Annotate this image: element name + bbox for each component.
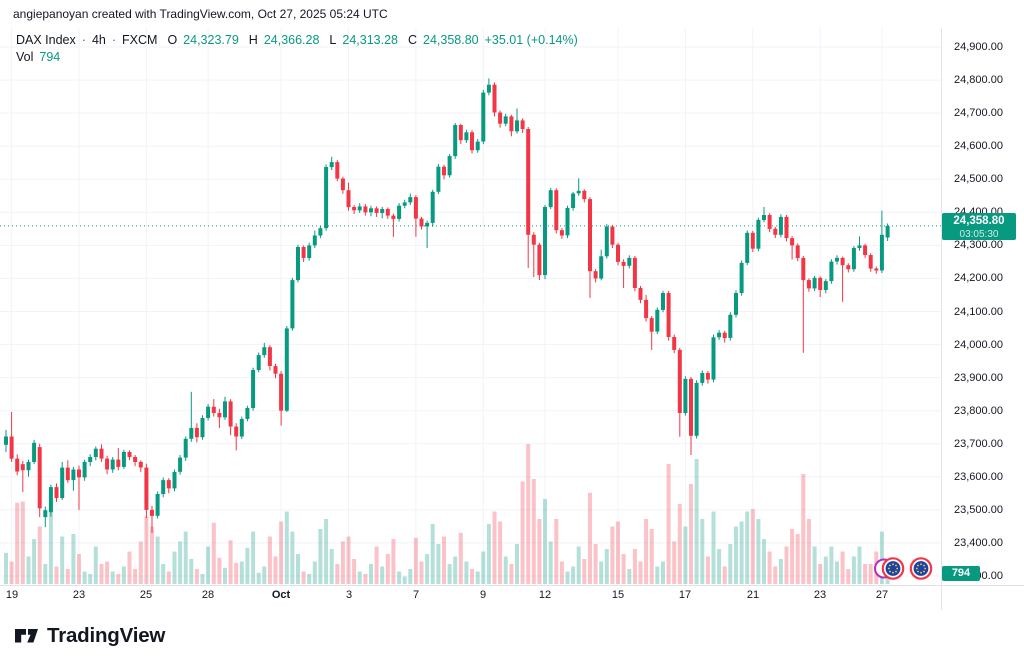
time-tick-label: 23 xyxy=(813,589,827,601)
legend-separator: · xyxy=(81,33,86,47)
time-tick-label: 9 xyxy=(479,589,487,601)
symbol-title[interactable]: DAX Index xyxy=(16,33,76,47)
price-tick-label: 24,200.00 xyxy=(954,272,1003,284)
time-tick-label: 19 xyxy=(5,589,19,601)
vol-value: 794 xyxy=(39,50,61,64)
attribution-text: angiepanoyan created with TradingView.co… xyxy=(13,7,388,21)
price-tick-label: 24,700.00 xyxy=(954,107,1003,119)
close-letter: C xyxy=(407,33,418,47)
time-tick-label: 21 xyxy=(746,589,760,601)
exchange-label: FXCM xyxy=(122,33,158,47)
time-tick-label: 15 xyxy=(611,589,625,601)
economic-event-icon-eu-flag[interactable] xyxy=(881,557,905,580)
price-tick-label: 23,500.00 xyxy=(954,504,1003,516)
price-tick-label: 23,400.00 xyxy=(954,537,1003,549)
price-tick-label: 24,900.00 xyxy=(954,41,1003,53)
low-letter: L xyxy=(329,33,337,47)
brand-name: TradingView xyxy=(47,623,166,647)
volume-legend: Vol 794 xyxy=(16,50,60,64)
interval-label[interactable]: 4h xyxy=(91,33,106,47)
price-tick-label: 24,100.00 xyxy=(954,306,1003,318)
last-price-badge: 24,358.80 03:05:30 xyxy=(942,213,1016,240)
last-price-value: 24,358.80 xyxy=(953,215,1005,227)
tradingview-logo-icon xyxy=(15,629,38,643)
economic-event-icon-eu-flag[interactable] xyxy=(909,557,933,580)
change-value: +35.01 (+0.14%) xyxy=(484,33,578,47)
time-tick-label: 3 xyxy=(345,589,353,601)
price-tick-label: 24,300.00 xyxy=(954,239,1003,251)
footer-brand[interactable]: TradingView xyxy=(13,622,165,649)
economic-events-group xyxy=(874,557,933,580)
open-value: 24,323.79 xyxy=(183,33,239,47)
price-tick-label: 23,600.00 xyxy=(954,471,1003,483)
legend-separator: · xyxy=(111,33,117,47)
price-tick-label: 24,000.00 xyxy=(954,339,1003,351)
time-tick-label: 7 xyxy=(412,589,420,601)
high-letter: H xyxy=(248,33,258,47)
time-tick-label: 27 xyxy=(875,589,889,601)
time-tick-label: 25 xyxy=(139,589,153,601)
time-tick-label: 23 xyxy=(72,589,86,601)
price-tick-label: 23,900.00 xyxy=(954,372,1003,384)
price-tick-label: 23,700.00 xyxy=(954,438,1003,450)
price-tick-label: 24,800.00 xyxy=(954,74,1003,86)
price-tick-label: 24,500.00 xyxy=(954,173,1003,185)
volume-badge: 794 xyxy=(942,566,980,581)
price-tick-label: 24,600.00 xyxy=(954,140,1003,152)
time-tick-label: Oct xyxy=(271,589,291,601)
time-tick-label: 28 xyxy=(201,589,215,601)
price-tick-label: 23,800.00 xyxy=(954,405,1003,417)
high-value: 24,366.28 xyxy=(263,33,320,47)
close-value: 24,358.80 xyxy=(423,33,479,47)
open-letter: O xyxy=(167,33,178,47)
time-tick-label: 17 xyxy=(678,589,692,601)
time-tick-label: 12 xyxy=(538,589,552,601)
vol-label: Vol xyxy=(16,50,34,64)
low-value: 24,313.28 xyxy=(342,33,398,47)
bar-countdown: 03:05:30 xyxy=(959,228,999,240)
symbol-legend: DAX Index · 4h · FXCM O 24,323.79 H 24,366… xyxy=(16,33,578,47)
